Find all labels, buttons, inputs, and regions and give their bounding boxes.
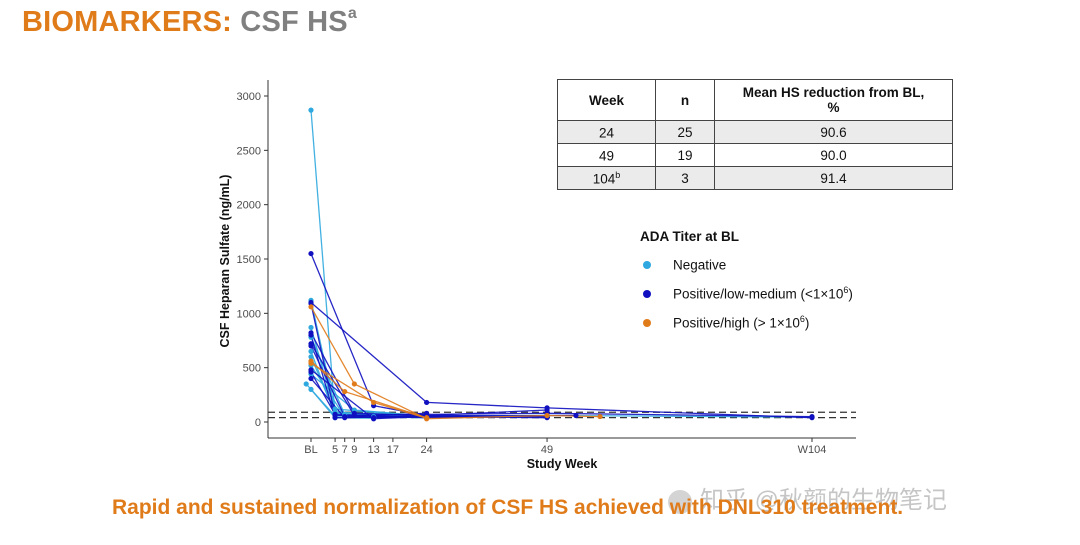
data-point xyxy=(308,332,314,338)
table-header-row: Week n Mean HS reduction from BL, % xyxy=(557,79,953,121)
series-line xyxy=(310,302,813,419)
data-point xyxy=(342,388,348,395)
cell-week: 24 xyxy=(557,120,656,144)
y-tick-label: 3000 xyxy=(237,91,261,103)
data-point xyxy=(424,399,430,406)
x-tick-label: 17 xyxy=(387,444,399,456)
table-row: 104b 3 91.4 xyxy=(557,166,953,190)
title-sub: CSF HS xyxy=(240,6,348,38)
cell-reduction: 91.4 xyxy=(714,166,953,190)
x-tick-label: 24 xyxy=(420,444,432,456)
data-point xyxy=(371,415,377,421)
x-tick-label: 13 xyxy=(368,444,380,456)
cell-week: 104b xyxy=(557,166,656,190)
legend-dot-icon xyxy=(643,289,651,298)
legend-item-positive-low-medium: Positive/low-medium (<1×106) xyxy=(640,285,853,302)
x-tick-label: 5 xyxy=(332,444,338,456)
col-header-week: Week xyxy=(557,79,656,121)
cell-week: 49 xyxy=(557,143,656,167)
data-point xyxy=(308,375,314,382)
series-line xyxy=(310,306,601,420)
cell-reduction: 90.0 xyxy=(714,143,953,167)
title-main: BIOMARKERS: xyxy=(22,6,233,38)
y-tick-label: 1000 xyxy=(237,308,261,320)
y-tick-label: 500 xyxy=(243,363,261,375)
data-point xyxy=(342,415,348,421)
data-point xyxy=(424,415,430,421)
series-line xyxy=(310,356,548,418)
data-point xyxy=(351,381,357,387)
data-point xyxy=(308,341,314,347)
y-tick-label: 2000 xyxy=(237,200,261,212)
data-point xyxy=(308,324,314,331)
y-tick-label: 2500 xyxy=(237,145,261,157)
legend-dot-icon xyxy=(643,260,651,269)
legend-label: Positive/low-medium (<1×106) xyxy=(673,285,853,302)
data-point xyxy=(308,369,314,375)
legend-item-negative: Negative xyxy=(640,256,853,273)
series-line xyxy=(310,345,427,418)
data-point xyxy=(544,407,550,413)
cell-n: 3 xyxy=(655,166,715,190)
summary-table: Week n Mean HS reduction from BL, % 24 2… xyxy=(557,79,953,190)
chart-legend: ADA Titer at BL Negative Positive/low-me… xyxy=(640,229,853,343)
col-header-n: n xyxy=(655,79,715,121)
x-tick-label: W104 xyxy=(798,444,827,456)
x-tick-label: 49 xyxy=(541,444,553,456)
legend-dot-icon xyxy=(643,318,651,327)
wechat-logo-icon xyxy=(668,489,692,514)
x-tick-label: 9 xyxy=(351,444,357,456)
x-axis-label: Study Week xyxy=(527,457,598,471)
cell-reduction: 90.6 xyxy=(714,120,953,144)
data-point xyxy=(597,413,603,420)
data-point xyxy=(308,386,314,392)
data-point xyxy=(308,348,314,354)
data-point xyxy=(371,399,377,406)
data-point xyxy=(544,412,550,419)
data-point xyxy=(332,411,338,417)
cell-n: 25 xyxy=(655,120,715,144)
title-superscript: a xyxy=(347,5,357,23)
series-line xyxy=(310,371,548,419)
data-point xyxy=(809,413,815,420)
y-axis-label: CSF Heparan Sulfate (ng/mL) xyxy=(218,175,232,348)
page-title: BIOMARKERS: CSF HSa xyxy=(22,5,357,39)
footer-caption: Rapid and sustained normalization of CSF… xyxy=(112,496,904,519)
data-point xyxy=(308,360,314,366)
data-point xyxy=(308,354,314,360)
watermark: 知乎 @秋颜的生物笔记 xyxy=(668,480,947,515)
legend-label: Positive/high (> 1×106) xyxy=(673,314,810,331)
x-tick-label: 7 xyxy=(342,444,348,456)
table-row: 49 19 90.0 xyxy=(557,143,953,167)
data-point xyxy=(351,412,357,419)
legend-item-positive-high: Positive/high (> 1×106) xyxy=(640,314,853,331)
x-tick-label: BL xyxy=(304,444,317,456)
legend-title: ADA Titer at BL xyxy=(640,229,740,244)
table-row: 24 25 90.6 xyxy=(557,120,953,144)
data-point xyxy=(308,107,314,113)
data-point xyxy=(573,412,579,419)
legend-label: Negative xyxy=(673,257,727,273)
cell-n: 19 xyxy=(655,143,715,167)
series-line xyxy=(310,343,427,419)
y-tick-label: 0 xyxy=(255,417,261,429)
data-point xyxy=(308,250,314,257)
data-point xyxy=(303,381,309,387)
col-header-reduction: Mean HS reduction from BL, % xyxy=(714,79,953,121)
data-point xyxy=(308,304,314,310)
y-tick-label: 1500 xyxy=(237,254,261,266)
